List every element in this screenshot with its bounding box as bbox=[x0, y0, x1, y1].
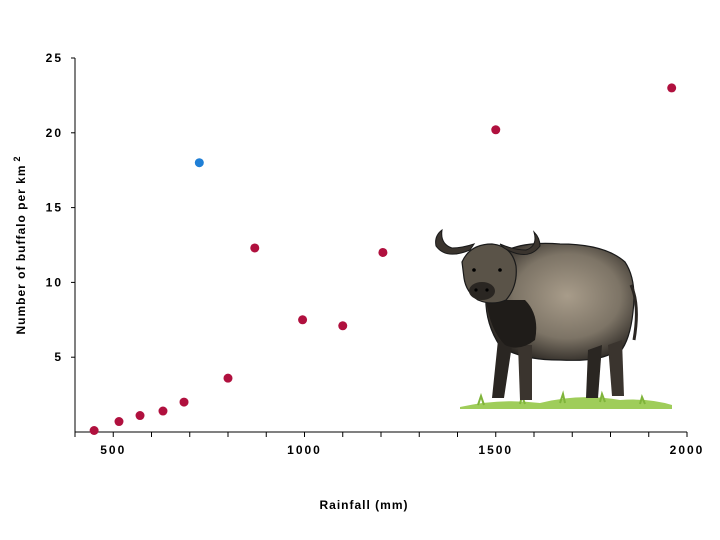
data-point bbox=[89, 426, 99, 436]
data-point bbox=[378, 247, 388, 257]
buffalo-leg bbox=[586, 345, 602, 398]
data-points bbox=[89, 83, 677, 436]
y-tick-label: 20 bbox=[46, 126, 63, 140]
data-point bbox=[298, 315, 308, 325]
y-tick-label: 15 bbox=[46, 201, 63, 215]
buffalo-leg bbox=[492, 340, 512, 398]
grass-patch bbox=[460, 397, 672, 409]
x-tick-label: 500 bbox=[100, 443, 126, 457]
highlighted-data-point bbox=[194, 158, 204, 168]
data-point bbox=[114, 417, 124, 427]
buffalo-leg bbox=[608, 340, 624, 396]
x-tick-label: 2000 bbox=[670, 443, 705, 457]
x-tick-label: 1500 bbox=[478, 443, 513, 457]
y-axis-title: Number of buffalo per km 2 bbox=[12, 155, 28, 334]
data-point bbox=[338, 321, 348, 331]
buffalo-illustration bbox=[435, 228, 672, 409]
data-point bbox=[135, 411, 145, 421]
data-point bbox=[250, 243, 260, 253]
y-tick-label: 25 bbox=[46, 51, 63, 65]
data-point bbox=[158, 406, 168, 416]
y-tick-label: 10 bbox=[46, 275, 63, 289]
buffalo-horn bbox=[435, 228, 476, 255]
buffalo-horn bbox=[499, 230, 541, 255]
y-axis-title-main: Number of buffalo per km bbox=[14, 165, 28, 335]
x-axis-title: Rainfall (mm) bbox=[319, 498, 408, 512]
x-axis-ticks: 500 1000 1500 2000 bbox=[74, 432, 705, 457]
x-tick-label: 1000 bbox=[287, 443, 322, 457]
data-point bbox=[223, 373, 233, 383]
buffalo-leg bbox=[518, 345, 532, 400]
y-tick-label: 5 bbox=[54, 350, 63, 364]
y-axis-title-superscript: 2 bbox=[12, 155, 22, 161]
data-point bbox=[179, 397, 189, 407]
data-point bbox=[667, 83, 677, 93]
y-axis-ticks: 5 10 15 20 25 bbox=[46, 51, 75, 364]
data-point bbox=[491, 125, 501, 135]
